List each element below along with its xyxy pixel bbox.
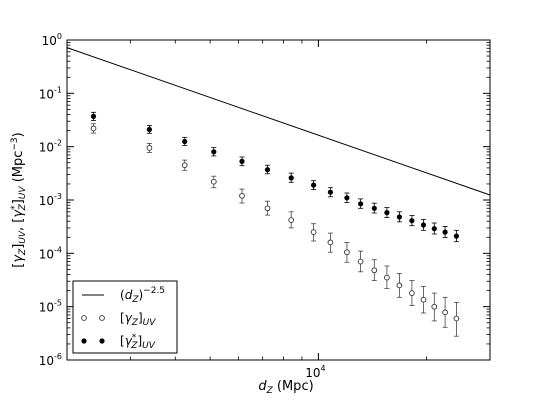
filled-marker-point xyxy=(311,182,317,188)
y-tick-label: 10-5 xyxy=(39,299,62,315)
open-marker-point xyxy=(371,267,378,274)
filled-marker-point xyxy=(211,149,217,155)
filled-marker-point xyxy=(344,195,350,201)
open-marker-point xyxy=(384,274,390,281)
filled-marker-point xyxy=(431,226,437,232)
filled-marker-point xyxy=(146,126,152,133)
open-marker-point xyxy=(409,290,415,296)
open-marker-point xyxy=(264,205,271,212)
open-marker-point xyxy=(181,162,188,169)
open-marker-point xyxy=(453,315,460,322)
open-marker-point xyxy=(239,192,245,199)
filled-marker-point xyxy=(239,158,245,164)
filled-marker-point xyxy=(384,210,390,216)
open-marker-point xyxy=(420,296,427,303)
y-tick-label: 10-6 xyxy=(39,352,62,368)
filled-marker-point xyxy=(409,218,415,224)
ticks: 100 10-1 10-2 10-3 10-4 10-5 10-6 104 xyxy=(39,32,491,380)
open-marker-point xyxy=(146,145,153,151)
open-marker-point xyxy=(357,258,364,265)
filled-marker-point xyxy=(453,233,459,239)
filled-marker-point xyxy=(442,229,448,235)
legend-open-marker-1 xyxy=(81,315,87,321)
x-axis-label: dZ (Mpc) xyxy=(258,379,313,396)
filled-marker-point xyxy=(371,205,377,211)
open-marker-point xyxy=(90,125,97,132)
y-tick-label: 100 xyxy=(42,32,62,48)
plot-area xyxy=(66,47,491,337)
x-tick-label: 104 xyxy=(305,364,325,380)
legend-open-marker-2 xyxy=(99,315,105,321)
legend: (dZ)−2.5 [γZ]UV [γ* Z]UV xyxy=(72,280,178,354)
open-marker-point xyxy=(431,303,438,310)
y-axis-label: [γZ]UV, [γ*Z]UV (Mpc−3) xyxy=(10,132,28,268)
legend-box xyxy=(72,280,178,354)
filled-marker-point xyxy=(420,222,427,228)
filled-marker-point xyxy=(396,214,402,220)
filled-marker-point xyxy=(358,201,364,207)
y-tick-label: 10-1 xyxy=(39,85,62,101)
legend-filled-marker-1 xyxy=(81,338,87,344)
open-marker-point xyxy=(442,309,448,316)
filled-marker-point xyxy=(90,113,97,119)
open-marker-point xyxy=(396,282,403,289)
filled-marker-point xyxy=(182,138,188,145)
power-law-line xyxy=(66,47,491,196)
open-marker-point xyxy=(310,229,317,235)
filled-marker-point xyxy=(327,189,333,195)
y-tick-label: 10-4 xyxy=(39,245,62,261)
open-marker-point xyxy=(344,249,350,256)
open-marker-point xyxy=(288,217,295,223)
y-tick-label: 10-3 xyxy=(39,192,62,208)
legend-filled-marker-2 xyxy=(99,338,105,344)
open-marker-point xyxy=(210,178,217,185)
filled-marker-point xyxy=(288,175,294,181)
open-marker-point xyxy=(327,239,334,246)
y-tick-label: 10-2 xyxy=(39,139,62,155)
filled-marker-point xyxy=(264,167,271,173)
